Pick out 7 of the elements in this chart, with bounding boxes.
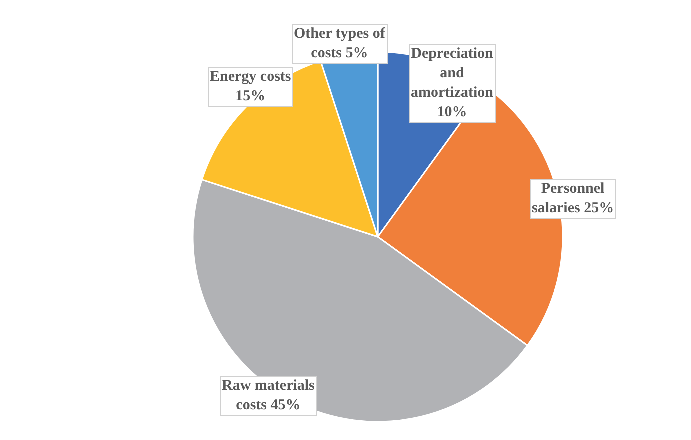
- slice-label: Depreciation and amortization: [411, 46, 494, 101]
- data-label: 10%: [437, 104, 468, 120]
- slice-label: Raw materials costs 45%: [222, 378, 316, 414]
- slice-label: Personnel salaries 25%: [532, 181, 614, 216]
- slice-label: Energy costs: [210, 69, 292, 85]
- data-label: 15%: [236, 88, 266, 104]
- slice-label: Other types of costs 5%: [294, 26, 386, 62]
